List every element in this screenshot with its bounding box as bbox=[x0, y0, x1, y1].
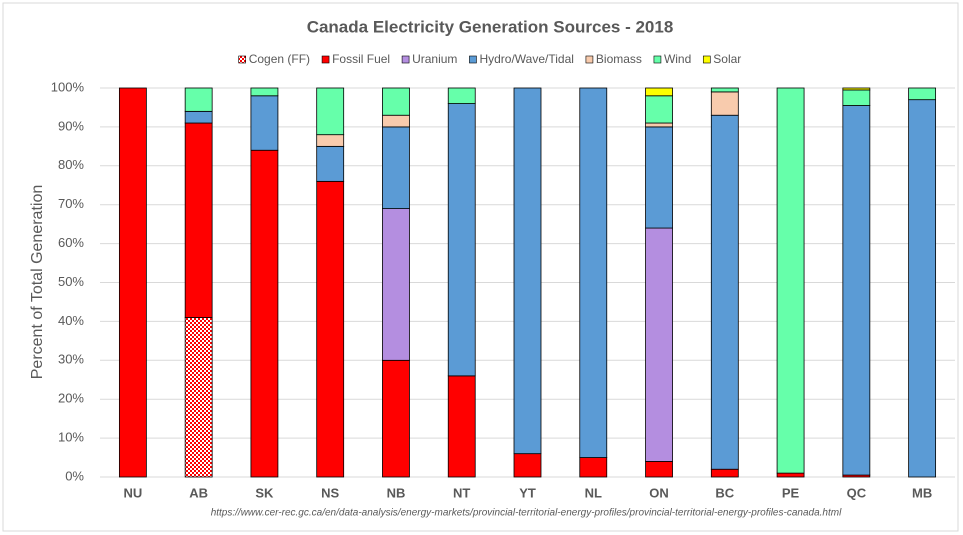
y-tick-label: 30% bbox=[58, 352, 84, 367]
x-tick-label: NS bbox=[321, 485, 339, 500]
legend-swatch bbox=[321, 55, 330, 64]
bar-segment bbox=[513, 87, 542, 455]
x-tick-label: NB bbox=[387, 485, 406, 500]
bar-segment bbox=[250, 87, 279, 97]
bar-segment bbox=[382, 87, 410, 116]
x-tick-label: YT bbox=[519, 485, 536, 500]
bar-segment bbox=[710, 87, 739, 93]
bar-segment bbox=[184, 110, 213, 124]
bar-segment bbox=[842, 87, 871, 91]
bar-segment bbox=[645, 122, 673, 128]
x-tick-label: QC bbox=[847, 485, 867, 500]
legend-label: Biomass bbox=[596, 52, 642, 66]
x-tick-label: NL bbox=[585, 485, 602, 500]
bar-segment bbox=[710, 91, 739, 116]
bar-segment bbox=[184, 317, 213, 478]
chart-title: Canada Electricity Generation Sources - … bbox=[307, 17, 674, 36]
bar-segment bbox=[776, 472, 805, 478]
y-tick-label: 0% bbox=[65, 468, 84, 483]
bar-segment bbox=[645, 227, 673, 462]
bar-segment bbox=[447, 103, 476, 377]
x-tick-label: ON bbox=[649, 485, 669, 500]
y-tick-label: 70% bbox=[58, 196, 84, 211]
bar-segment bbox=[645, 126, 673, 229]
bar-segment bbox=[645, 461, 673, 478]
bar-segment bbox=[118, 87, 147, 478]
bar-segment bbox=[316, 87, 345, 136]
bar-segment bbox=[579, 87, 608, 458]
x-tick-label: PE bbox=[782, 485, 800, 500]
y-tick-label: 80% bbox=[58, 157, 84, 172]
legend-label: Cogen (FF) bbox=[249, 52, 310, 66]
bar-segment bbox=[382, 359, 410, 478]
source-note: https://www.cer-rec.gc.ca/en/data-analys… bbox=[211, 508, 842, 519]
x-tick-label: MB bbox=[912, 485, 932, 500]
x-tick-label: BC bbox=[715, 485, 734, 500]
x-tick-label: NU bbox=[123, 485, 142, 500]
y-tick-label: 90% bbox=[58, 118, 84, 133]
bar-segment bbox=[382, 208, 410, 361]
legend-swatch bbox=[653, 55, 662, 64]
bar-segment bbox=[250, 149, 279, 478]
bar-segment bbox=[447, 87, 476, 104]
bar-segment bbox=[316, 134, 345, 147]
y-tick-label: 50% bbox=[58, 274, 84, 289]
y-tick-label: 100% bbox=[51, 79, 85, 94]
y-axis-label: Percent of Total Generation bbox=[29, 185, 46, 380]
bar-segment bbox=[513, 453, 542, 478]
bar-segment bbox=[382, 126, 410, 209]
bar-segment bbox=[250, 95, 279, 151]
legend-label: Wind bbox=[664, 52, 691, 66]
bar-segment bbox=[908, 87, 937, 101]
y-tick-label: 40% bbox=[58, 313, 84, 328]
legend-label: Uranium bbox=[412, 52, 457, 66]
bar-segment bbox=[382, 114, 410, 128]
bar-segment bbox=[316, 180, 345, 478]
bar-segment bbox=[710, 114, 739, 470]
legend-swatch bbox=[702, 55, 711, 64]
y-tick-label: 20% bbox=[58, 391, 84, 406]
legend-swatch bbox=[401, 55, 410, 64]
bar-segment bbox=[776, 87, 805, 474]
x-tick-label: NT bbox=[453, 485, 470, 500]
y-tick-label: 10% bbox=[58, 430, 84, 445]
legend-label: Solar bbox=[713, 52, 741, 66]
legend-label: Hydro/Wave/Tidal bbox=[479, 52, 573, 66]
legend-swatch bbox=[238, 55, 247, 64]
bar-segment bbox=[316, 145, 345, 182]
bar-segment bbox=[908, 99, 937, 478]
bar-segment bbox=[645, 95, 673, 124]
bar-segment bbox=[579, 457, 608, 478]
legend-swatch bbox=[585, 55, 594, 64]
bar-segment bbox=[842, 89, 871, 106]
y-tick-label: 60% bbox=[58, 235, 84, 250]
x-tick-label: SK bbox=[255, 485, 274, 500]
bar-segment bbox=[447, 375, 476, 478]
bar-segment bbox=[645, 87, 673, 97]
bar-segment bbox=[710, 468, 739, 478]
legend-label: Fossil Fuel bbox=[332, 52, 390, 66]
x-tick-label: AB bbox=[189, 485, 208, 500]
bar-segment bbox=[184, 122, 213, 318]
bar-segment bbox=[842, 105, 871, 476]
legend-swatch bbox=[469, 55, 477, 64]
bar-segment bbox=[184, 87, 213, 112]
